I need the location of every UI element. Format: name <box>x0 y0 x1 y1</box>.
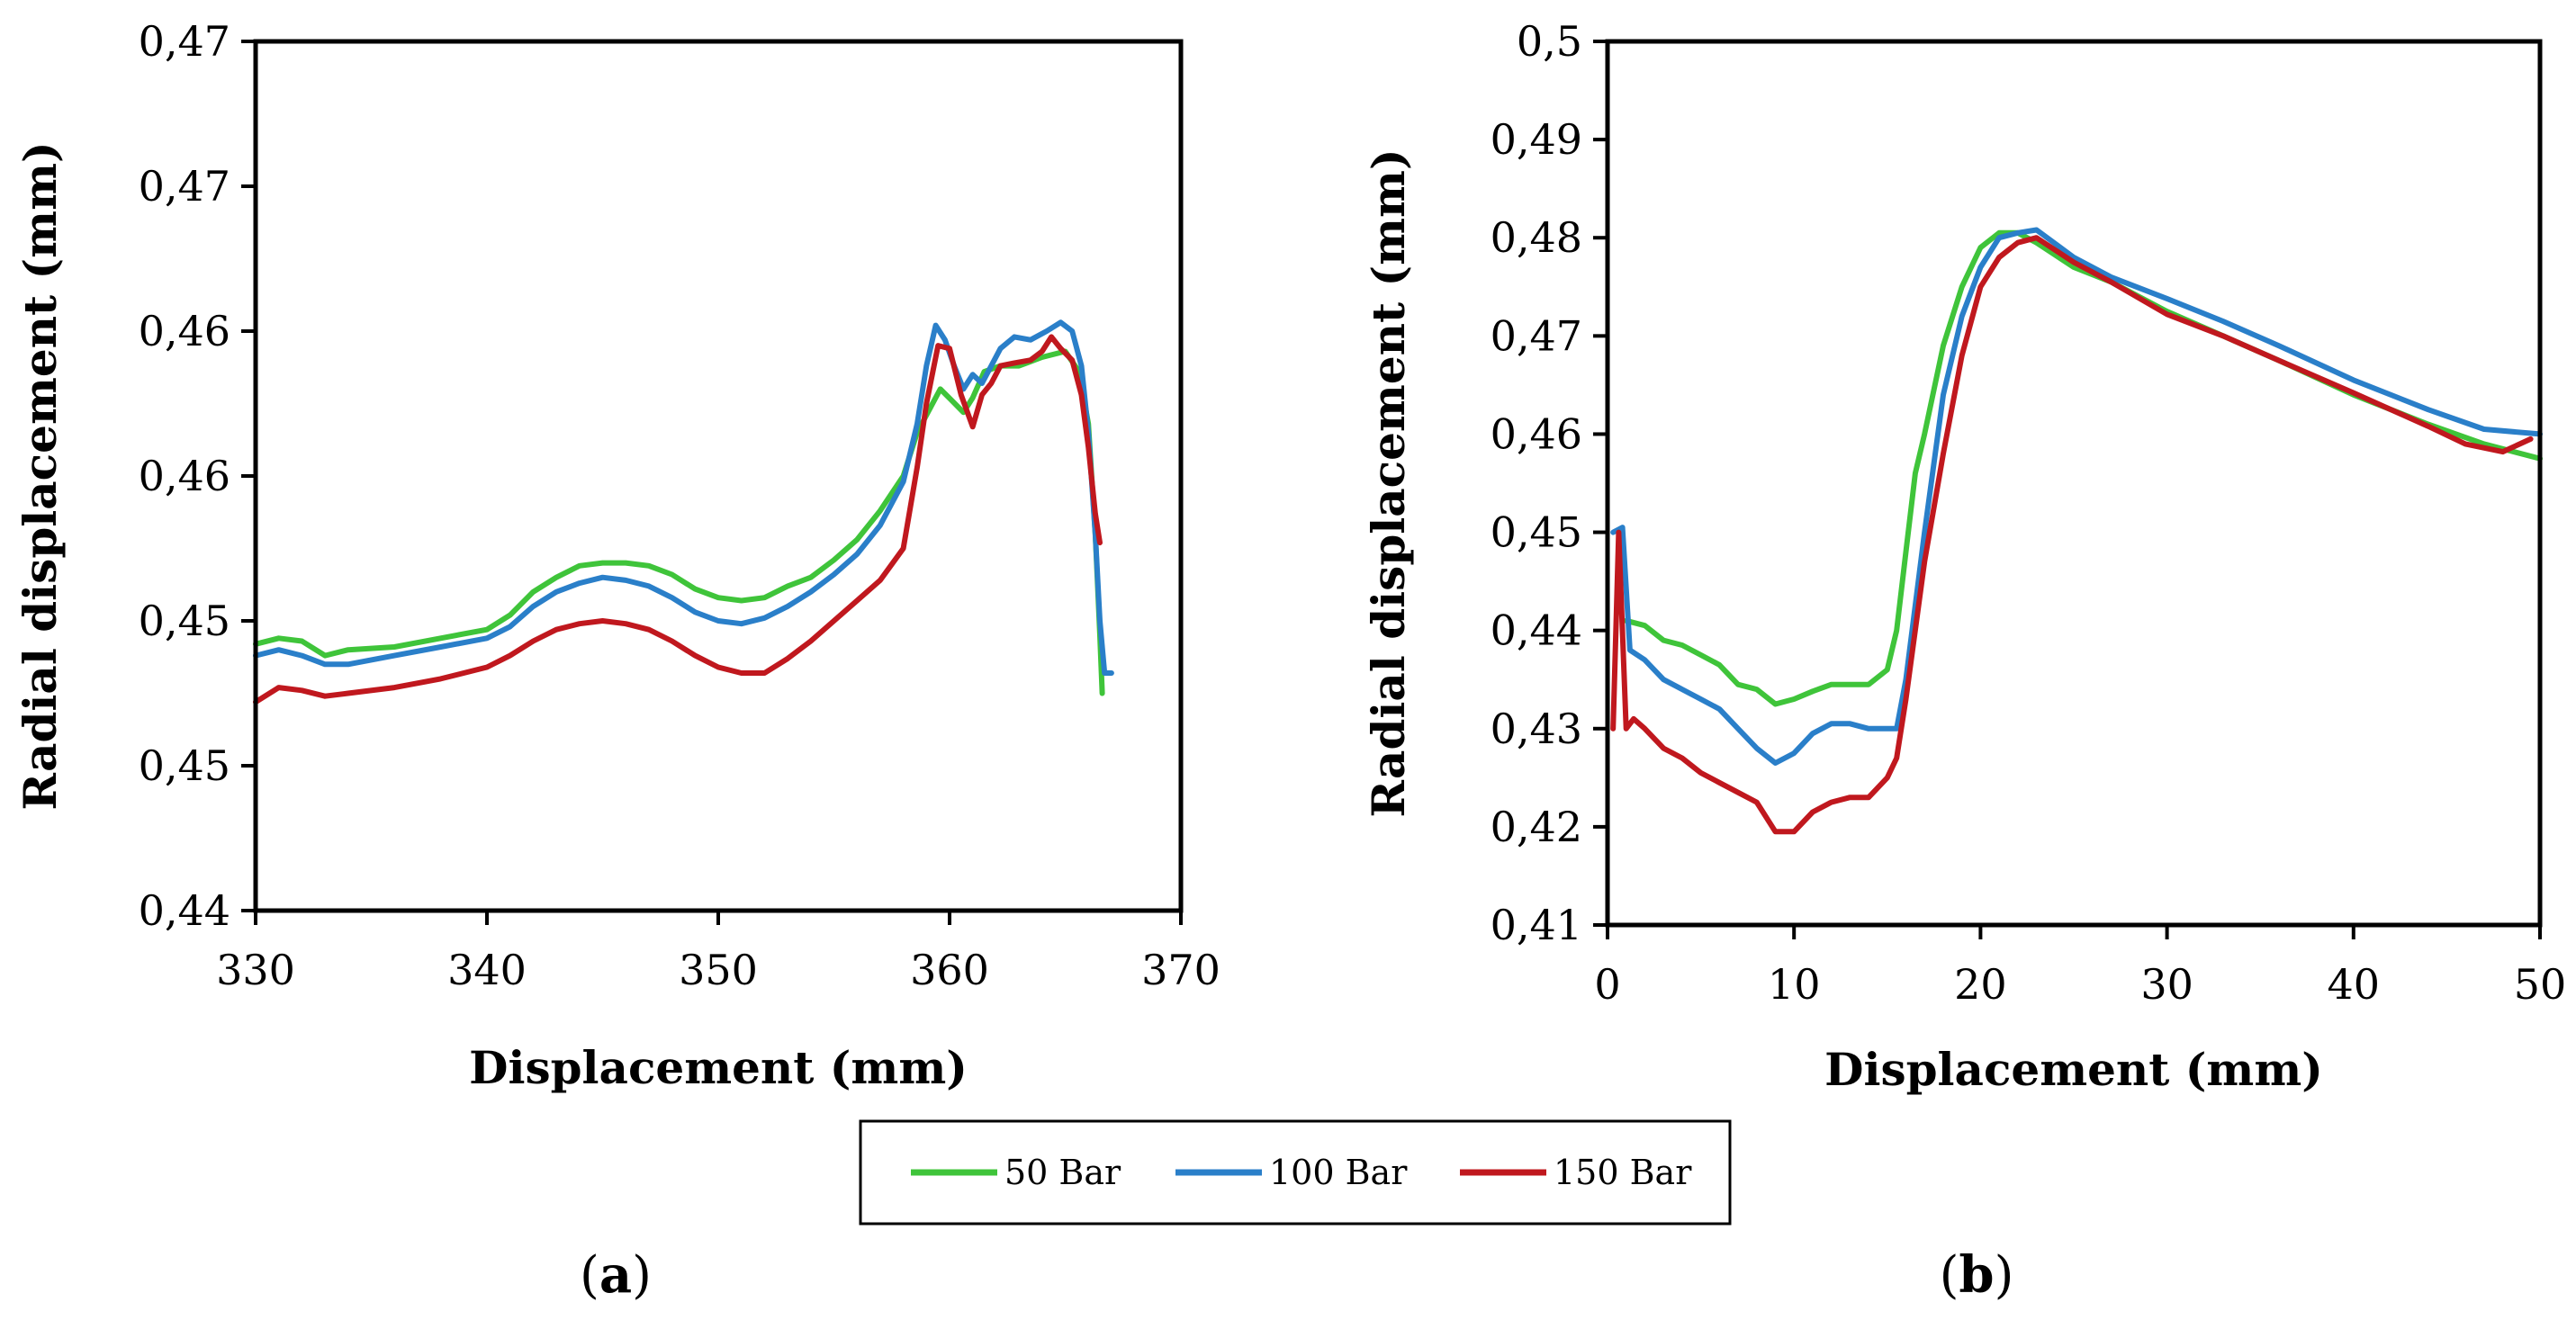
chart-a-x-tick-label: 350 <box>679 946 758 994</box>
chart-a-x-tick-label: 340 <box>447 946 527 994</box>
chart-a-series-50-bar <box>253 348 1105 696</box>
chart-b-series-50-bar <box>1623 229 2543 707</box>
legend-box <box>859 1119 1732 1226</box>
chart-b-ticks <box>1593 40 2542 939</box>
chart-panel-b: 0 10 20 30 40 50 0,41 0,42 0,43 0,44 0,45 0,46 0,47 0… <box>1362 17 2566 1096</box>
legend-label-50-bar: 50 Bar <box>1004 1153 1121 1192</box>
chart-b-y-tick-label: 0,49 <box>1491 115 1582 164</box>
chart-b-y-axis-title: Radial displacement (mm) <box>1362 148 1415 817</box>
chart-b-y-tick-label: 0,44 <box>1491 606 1582 655</box>
chart-b-x-tick-label: 20 <box>1954 960 2007 1009</box>
chart-a-series <box>253 319 1114 705</box>
chart-b-plot-frame <box>1605 39 2543 928</box>
chart-a-plot-frame <box>253 39 1184 913</box>
chart-b-y-tick-label: 0,48 <box>1491 213 1582 262</box>
chart-a-y-tick-label: 0,46 <box>139 307 230 355</box>
chart-a-x-tick-label: 370 <box>1141 946 1220 994</box>
legend-label-100-bar: 100 Bar <box>1269 1153 1408 1192</box>
chart-b-x-tick-label: 30 <box>2140 960 2193 1009</box>
chart-a-y-axis-title: Radial displacement (mm) <box>14 141 67 810</box>
chart-b-x-tick-label: 10 <box>1768 960 1821 1009</box>
chart-a-y-tick-label: 0,47 <box>139 17 230 66</box>
chart-a-tick-labels: 330 340 350 360 370 0,44 0,45 0,45 0,46 0,46 0,47 0… <box>139 17 1220 994</box>
chart-b-x-tick-label: 50 <box>2514 960 2567 1009</box>
panel-caption-b: (b) <box>1940 1245 2014 1305</box>
chart-b-y-tick-label: 0,43 <box>1491 705 1582 753</box>
panel-caption-a: (a) <box>580 1245 652 1305</box>
chart-b-y-tick-label: 0,42 <box>1491 803 1582 851</box>
chart-a-y-tick-label: 0,46 <box>139 452 230 500</box>
chart-a-series-100-bar <box>253 319 1114 676</box>
chart-b-series-150-bar <box>1610 235 2534 835</box>
legend: 50 Bar 100 Bar 150 Bar <box>859 1119 1732 1226</box>
chart-b-y-tick-label: 0,47 <box>1491 311 1582 360</box>
panel-caption-a-letter: a <box>599 1245 632 1305</box>
chart-a-y-tick-label: 0,44 <box>139 886 230 935</box>
chart-b-x-axis-title: Displacement (mm) <box>1824 1043 2323 1096</box>
chart-b-y-tick-label: 0,46 <box>1491 409 1582 458</box>
chart-b-tick-labels: 0 10 20 30 40 50 0,41 0,42 0,43 0,44 0,45 0,46 0,47 0… <box>1491 17 2567 1009</box>
chart-a-x-tick-label: 330 <box>216 946 295 994</box>
chart-b-y-tick-label: 0,5 <box>1517 17 1582 66</box>
chart-a-y-tick-label: 0,45 <box>139 597 230 645</box>
chart-a-y-tick-label: 0,45 <box>139 741 230 790</box>
chart-b-y-tick-label: 0,45 <box>1491 508 1582 557</box>
chart-b-series <box>1610 227 2543 835</box>
panel-caption-b-letter: b <box>1959 1245 1994 1305</box>
chart-b-x-tick-label: 40 <box>2328 960 2381 1009</box>
chart-panel-a: 330 340 350 360 370 0,44 0,45 0,45 0,46 0,46 0,47 0… <box>14 17 1220 1094</box>
chart-b-y-tick-label: 0,41 <box>1491 901 1582 949</box>
chart-b-series-100-bar <box>1610 227 2543 766</box>
chart-b-x-tick-label: 0 <box>1594 960 1620 1009</box>
chart-a-x-axis-title: Displacement (mm) <box>469 1041 968 1094</box>
chart-a-y-tick-label: 0,47 <box>139 162 230 211</box>
chart-a-series-150-bar <box>253 334 1103 705</box>
chart-a-ticks <box>241 40 1183 925</box>
legend-label-150-bar: 150 Bar <box>1554 1153 1692 1192</box>
chart-a-x-tick-label: 360 <box>910 946 989 994</box>
